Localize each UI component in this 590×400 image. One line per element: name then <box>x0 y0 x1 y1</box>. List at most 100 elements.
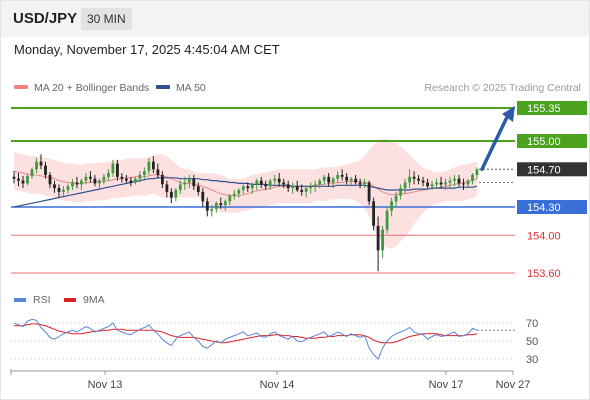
candle <box>304 186 308 198</box>
candle <box>286 180 290 192</box>
candle <box>30 167 34 179</box>
candle <box>134 176 137 185</box>
interval-badge[interactable]: 30 MIN <box>81 8 132 30</box>
candle-body <box>259 180 263 185</box>
candle-body <box>192 178 196 187</box>
candle-body <box>354 178 358 183</box>
candle <box>336 171 340 183</box>
level-tag-pivot <box>517 200 587 214</box>
time-tick-label: Nov 14 <box>260 379 295 391</box>
candle <box>435 178 438 189</box>
candle <box>349 176 353 187</box>
candle-body <box>417 178 420 181</box>
candle <box>367 180 371 206</box>
level-label-support: 154.00 <box>527 230 561 242</box>
candle <box>120 173 124 183</box>
candle-body <box>457 178 461 184</box>
rsi-tick-label: 70 <box>526 318 538 330</box>
candle-body <box>62 190 65 192</box>
candle-body <box>349 178 353 181</box>
candle <box>255 178 259 191</box>
candle-body <box>35 161 38 170</box>
candle <box>165 180 169 198</box>
candle <box>448 176 452 189</box>
candle <box>129 176 133 187</box>
candle-body <box>21 180 25 184</box>
candle <box>84 173 88 185</box>
candle <box>309 182 313 194</box>
candle-body <box>291 186 295 189</box>
level-label-last: 154.70 <box>527 164 561 176</box>
candle-body <box>282 182 286 185</box>
candle-body <box>134 178 137 183</box>
candle <box>66 183 70 194</box>
candle-body <box>102 176 106 181</box>
candle-body <box>48 174 52 185</box>
candle <box>111 159 115 177</box>
level-label-pivot: 154.30 <box>527 202 561 214</box>
candle-body <box>300 190 304 192</box>
candle <box>116 159 119 181</box>
candle-body <box>201 191 205 202</box>
candle-body <box>286 184 290 189</box>
candle-body <box>178 184 182 191</box>
candle <box>35 157 38 174</box>
candle-body <box>174 190 178 198</box>
level-tag-last <box>517 162 587 177</box>
candle-body <box>430 184 434 187</box>
candle-body <box>80 180 83 185</box>
candle <box>152 156 155 174</box>
time-tick-label: Nov 17 <box>429 379 464 391</box>
candle-body <box>264 184 268 187</box>
candle <box>174 188 178 202</box>
candle-body <box>71 182 74 187</box>
candle <box>394 191 398 207</box>
candle-body <box>196 186 200 192</box>
candle-body <box>44 165 47 175</box>
candle-body <box>399 188 402 196</box>
candle-body <box>439 182 443 185</box>
candle <box>138 171 142 183</box>
candle-body <box>170 191 173 198</box>
candle <box>75 176 79 189</box>
candle-body <box>228 195 232 202</box>
candle <box>201 188 205 207</box>
candle-body <box>408 176 411 183</box>
candle <box>363 178 366 189</box>
legend-swatch-9ma <box>64 298 76 302</box>
level-tag-resistance <box>517 134 587 148</box>
candle <box>125 174 128 184</box>
projection-arrow-head <box>502 106 515 122</box>
candle-body <box>448 180 452 183</box>
level-label-resistance: 155.00 <box>527 136 561 148</box>
candle <box>457 174 461 187</box>
candle <box>71 178 74 191</box>
legend-label-9ma: 9MA <box>83 294 105 306</box>
candle <box>246 182 250 192</box>
candle <box>259 176 263 189</box>
candle <box>322 174 326 185</box>
candle <box>102 174 106 185</box>
candle-body <box>39 161 43 166</box>
candle <box>471 173 474 185</box>
candle <box>444 178 447 191</box>
candle-body <box>12 176 16 179</box>
candle <box>354 174 358 185</box>
candle <box>358 178 362 189</box>
candle-body <box>84 176 88 181</box>
candle-body <box>237 190 241 194</box>
time-axis: Nov 13 Nov 14 Nov 17 Nov 27 <box>10 369 530 391</box>
legend-swatch-bollinger <box>14 85 28 89</box>
candle-body <box>390 201 393 211</box>
candle-body <box>376 225 380 251</box>
candle <box>143 167 146 179</box>
candle <box>147 157 151 175</box>
candle-body <box>304 188 308 192</box>
candle <box>53 180 56 193</box>
candle-body <box>57 188 61 192</box>
candle <box>170 188 173 204</box>
candle-body <box>17 178 20 181</box>
candle-body <box>98 180 101 184</box>
candle <box>228 193 232 206</box>
candle-body <box>466 180 470 185</box>
